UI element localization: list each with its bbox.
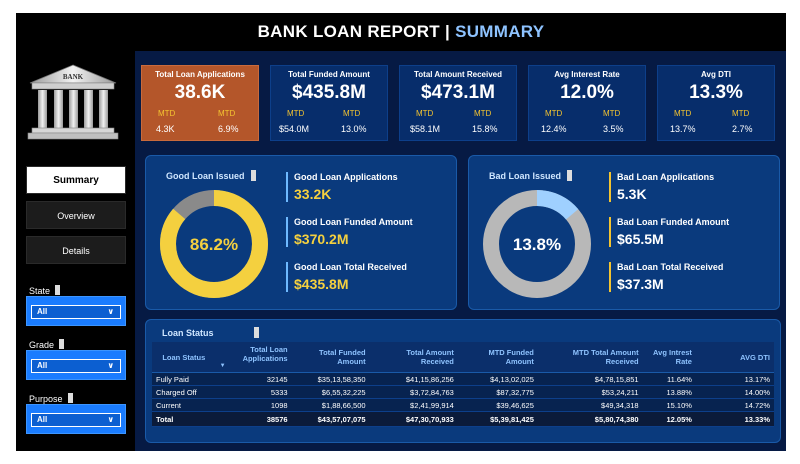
kpi-total-received[interactable]: Total Amount Received $473.1M MTD MTD $5… (399, 65, 517, 141)
state-slicer-label: State (29, 285, 61, 296)
bank-building-icon: BANK (27, 64, 119, 140)
bad-loan-title: Bad Loan Issued (489, 170, 573, 181)
bad-received-stat: Bad Loan Total Received $37.3M (609, 262, 723, 292)
bad-donut-arc (483, 190, 591, 298)
bad-loan-panel[interactable]: Bad Loan Issued 13.8% Bad Loan Applicati… (468, 155, 780, 310)
chevron-down-icon: ∨ (107, 307, 115, 316)
title-accent: SUMMARY (455, 22, 545, 41)
sort-down-icon[interactable]: ▼ (219, 363, 226, 369)
grade-slicer-label: Grade (29, 339, 65, 350)
table-row[interactable]: Current 1098 $1,88,66,500 $2,41,99,914 $… (152, 398, 774, 412)
kpi-mtd-value: 4.3K (156, 124, 175, 134)
kpi-mom-value: 3.5% (603, 124, 624, 134)
purpose-slicer[interactable]: All ∨ (26, 404, 126, 434)
title-main: BANK LOAN REPORT (257, 22, 440, 41)
bad-applications-stat: Bad Loan Applications 5.3K (609, 172, 714, 202)
column-header[interactable]: AVG DTI (695, 342, 774, 373)
nav-summary-button[interactable]: Summary (26, 166, 126, 194)
nav-overview-button[interactable]: Overview (26, 201, 126, 229)
kpi-mtd-label: MTD (218, 109, 236, 118)
kpi-avg-interest[interactable]: Avg Interest Rate 12.0% MTD MTD 12.4% 3.… (528, 65, 646, 141)
grade-dropdown[interactable]: All ∨ (31, 359, 121, 373)
kpi-mtd-label: MTD (287, 109, 305, 118)
kpi-value: $473.1M (421, 82, 495, 103)
report-title: BANK LOAN REPORT | SUMMARY (16, 13, 786, 51)
kpi-mtd-value: 12.4% (541, 124, 567, 134)
bad-funded-stat: Bad Loan Funded Amount $65.5M (609, 217, 729, 247)
column-header[interactable]: MTD Funded Amount (457, 342, 538, 373)
table-row[interactable]: Fully Paid 32145 $35,13,58,350 $41,15,86… (152, 372, 774, 386)
kpi-mtd-value: $58.1M (410, 124, 441, 134)
good-donut-arc (160, 190, 268, 298)
kpi-total-applications[interactable]: Total Loan Applications 38.6K MTD MTD 4.… (141, 65, 259, 141)
table-total-row: Total 38576 $43,57,07,075 $47,30,70,933 … (152, 411, 774, 427)
kpi-mom-value: 6.9% (218, 124, 239, 134)
kpi-mtd-label: MTD (674, 109, 692, 118)
kpi-mtd-label: MTD (732, 109, 750, 118)
good-loan-donut[interactable]: 86.2% (156, 186, 272, 302)
bad-donut-label: 13.8% (513, 235, 561, 254)
kpi-mtd-label: MTD (603, 109, 621, 118)
kpi-mtd-label: MTD (158, 109, 176, 118)
bad-loan-donut[interactable]: 13.8% (479, 186, 595, 302)
title-separator: | (439, 22, 456, 41)
kpi-avg-dti[interactable]: Avg DTI 13.3% MTD MTD 13.7% 2.7% (657, 65, 775, 141)
good-funded-stat: Good Loan Funded Amount $370.2M (286, 217, 413, 247)
main-canvas: Total Loan Applications 38.6K MTD MTD 4.… (135, 51, 786, 451)
kpi-value: $435.8M (292, 82, 366, 103)
kpi-total-funded[interactable]: Total Funded Amount $435.8M MTD MTD $54.… (270, 65, 388, 141)
purpose-slicer-label: Purpose (29, 393, 73, 404)
kpi-mtd-label: MTD (474, 109, 492, 118)
kpi-mtd-value: $54.0M (279, 124, 310, 134)
kpi-title: Avg Interest Rate (554, 70, 620, 79)
state-slicer[interactable]: All ∨ (26, 296, 126, 326)
kpi-mom-value: 13.0% (341, 124, 367, 134)
nav-details-button[interactable]: Details (26, 236, 126, 264)
kpi-title: Total Loan Applications (155, 70, 245, 79)
kpi-mtd-label: MTD (545, 109, 563, 118)
kpi-mom-value: 15.8% (472, 124, 498, 134)
kpi-value: 13.3% (689, 82, 743, 103)
column-header[interactable]: Total Amount Received (369, 342, 458, 373)
good-loan-title: Good Loan Issued (166, 170, 256, 181)
column-header[interactable]: MTD Total Amount Received (537, 342, 643, 373)
kpi-mtd-label: MTD (343, 109, 361, 118)
chevron-down-icon: ∨ (107, 415, 115, 424)
loan-status-table[interactable]: Loan Status Total Loan Applications ▼ Tot… (152, 342, 774, 427)
purpose-dropdown[interactable]: All ∨ (31, 413, 121, 427)
kpi-value: 38.6K (174, 82, 226, 103)
kpi-title: Avg DTI (701, 70, 731, 79)
loan-status-panel: Loan Status Loan Status Total Loan Appli… (145, 319, 781, 443)
kpi-value: 12.0% (560, 82, 614, 103)
table-header-row: Loan Status Total Loan Applications ▼ Tot… (152, 342, 774, 373)
good-applications-stat: Good Loan Applications 33.2K (286, 172, 398, 202)
good-loan-panel[interactable]: Good Loan Issued 86.2% Good Loan Applica… (145, 155, 457, 310)
kpi-mom-value: 2.7% (732, 124, 753, 134)
dashboard-frame: BANK LOAN REPORT | SUMMARY BANK Summary (16, 13, 786, 451)
kpi-title: Total Amount Received (413, 70, 502, 79)
good-received-stat: Good Loan Total Received $435.8M (286, 262, 407, 292)
column-header[interactable]: Total Loan Applications ▼ (215, 342, 292, 373)
state-dropdown[interactable]: All ∨ (31, 305, 121, 319)
table-row[interactable]: Charged Off 5333 $6,55,32,225 $3,72,84,7… (152, 385, 774, 399)
kpi-mtd-value: 13.7% (670, 124, 696, 134)
column-header[interactable]: Total Funded Amount (291, 342, 370, 373)
bank-logo-text: BANK (63, 73, 84, 81)
chevron-down-icon: ∨ (107, 361, 115, 370)
column-header[interactable]: Loan Status (152, 342, 216, 373)
grade-slicer[interactable]: All ∨ (26, 350, 126, 380)
kpi-mtd-label: MTD (416, 109, 434, 118)
kpi-title: Total Funded Amount (288, 70, 370, 79)
column-header[interactable]: Avg Intrest Rate (642, 342, 696, 373)
sidebar: BANK Summary Overview Details State All ∨… (16, 51, 130, 451)
good-donut-label: 86.2% (190, 235, 238, 254)
loan-status-title: Loan Status (162, 327, 259, 338)
